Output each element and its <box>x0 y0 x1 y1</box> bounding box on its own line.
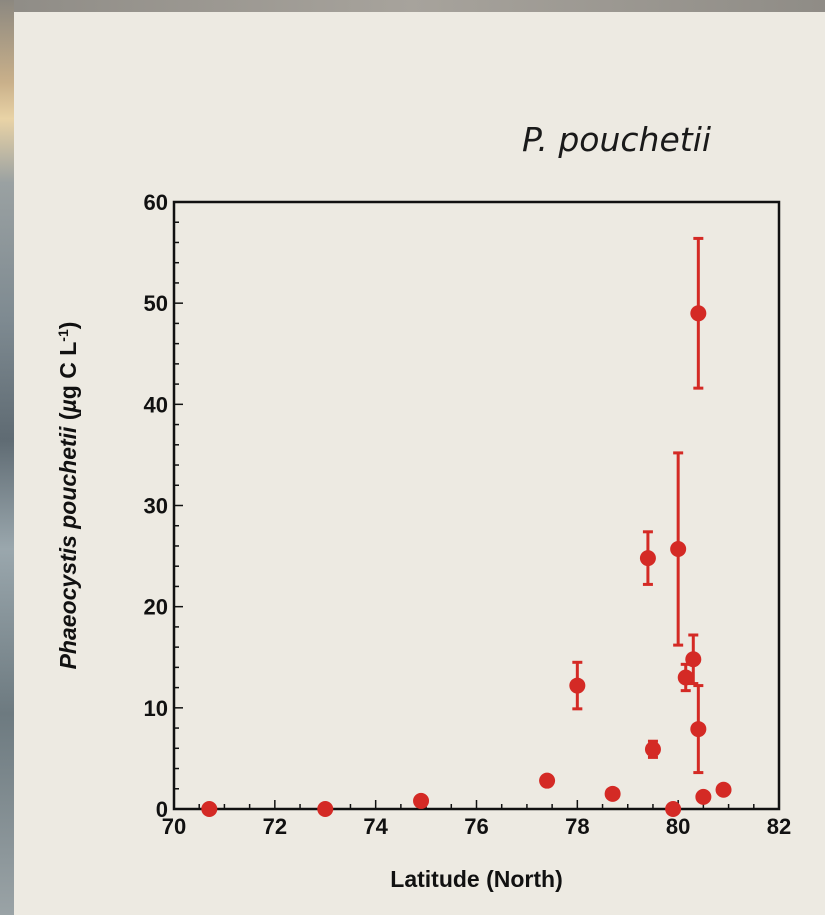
background-photo-strip <box>0 0 14 915</box>
y-axis-title-mu: µ <box>55 399 81 413</box>
point-marker <box>604 785 621 802</box>
y-axis-title-unit-prefix: ( <box>55 412 81 426</box>
x-tick-label: 72 <box>263 814 287 839</box>
y-tick-label: 20 <box>144 595 168 620</box>
data-point <box>690 236 707 390</box>
data-point <box>317 801 334 817</box>
point-marker <box>569 677 586 694</box>
y-tick-label: 60 <box>144 190 168 215</box>
point-marker <box>677 669 694 686</box>
point-marker <box>715 781 732 798</box>
point-marker <box>639 550 656 567</box>
x-tick-label: 82 <box>767 814 791 839</box>
x-tick-label: 80 <box>666 814 690 839</box>
y-axis-title-unit: g C L <box>55 342 81 400</box>
data-point <box>604 785 621 802</box>
point-marker <box>539 772 556 789</box>
data-point <box>639 530 656 586</box>
point-marker <box>695 788 712 805</box>
data-point <box>670 451 687 647</box>
data-point <box>665 801 682 817</box>
data-point <box>685 633 702 686</box>
data-point <box>201 801 218 817</box>
x-axis-title: Latitude (North) <box>390 866 562 892</box>
point-marker <box>685 651 702 668</box>
data-point <box>413 792 430 809</box>
slide-panel <box>14 12 825 915</box>
x-tick-label: 76 <box>464 814 488 839</box>
y-tick-label: 30 <box>144 494 168 519</box>
x-tick-label: 78 <box>565 814 589 839</box>
point-marker <box>665 801 682 817</box>
y-axis-title-italic: Phaeocystis pouchetii <box>55 426 81 669</box>
data-point <box>715 781 732 798</box>
y-tick-label: 0 <box>156 797 168 822</box>
data-point <box>539 772 556 789</box>
y-tick-label: 40 <box>144 392 168 417</box>
species-title: P. pouchetii <box>522 120 712 159</box>
data-point <box>677 662 694 693</box>
data-points <box>201 236 732 817</box>
x-tick-label: 70 <box>162 814 186 839</box>
plot-frame <box>172 200 781 811</box>
point-marker <box>690 721 707 738</box>
data-point <box>695 788 712 805</box>
data-point <box>690 684 707 775</box>
y-axis-title: Phaeocystis pouchetii (µg C L-1) <box>55 322 81 670</box>
y-tick-label: 50 <box>144 291 168 316</box>
point-marker <box>413 792 430 809</box>
point-marker <box>201 801 218 817</box>
point-marker <box>317 801 334 817</box>
y-axis-title-unit-suffix: ) <box>55 322 81 330</box>
axis-ticks: 0 10 20 30 40 50 60 70 72 74 76 78 80 82 <box>144 190 792 839</box>
point-marker <box>670 541 687 558</box>
data-point <box>569 660 586 711</box>
background-photo-top <box>0 0 825 12</box>
point-marker <box>690 305 707 322</box>
y-axis-title-superscript: -1 <box>55 329 71 342</box>
data-point <box>644 739 661 759</box>
x-tick-label: 74 <box>363 814 388 839</box>
y-tick-label: 10 <box>144 696 168 721</box>
point-marker <box>644 741 661 758</box>
